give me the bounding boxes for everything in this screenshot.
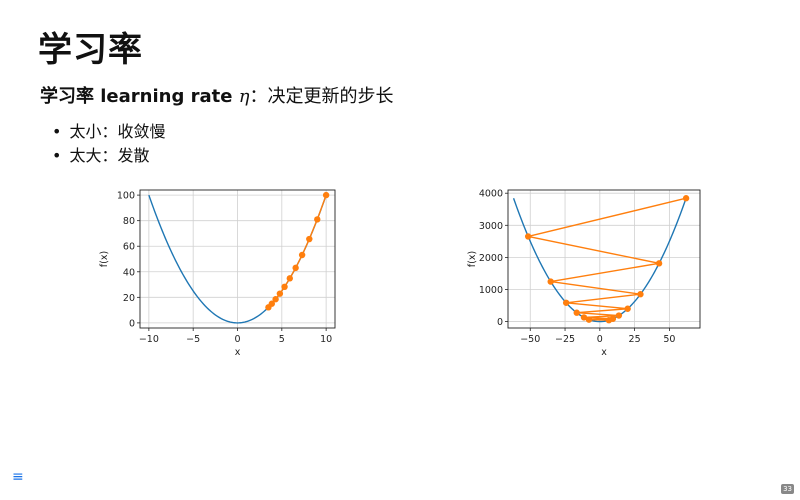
y-tick-label: 20	[123, 293, 135, 304]
step-point	[682, 195, 690, 202]
y-tick-label: 100	[117, 191, 135, 202]
bullet-list: 太小：收敛慢 太大：发散	[52, 120, 165, 168]
y-axis-label: f(x)	[467, 251, 478, 267]
step-point	[615, 312, 623, 319]
step-point	[298, 251, 306, 259]
step-point	[322, 191, 330, 199]
x-axis-label: x	[235, 347, 241, 358]
step-point	[314, 216, 321, 223]
bullet-item: 太小：收敛慢	[52, 120, 165, 144]
y-tick-label: 80	[123, 216, 135, 227]
gradient-step-path	[267, 194, 327, 308]
slide-subtitle: 学习率 learning rate η：决定更新的步长	[40, 82, 394, 108]
x-tick-label: −10	[139, 334, 159, 345]
hamburger-menu-icon[interactable]: ≡	[12, 469, 24, 485]
eta-symbol: η	[238, 86, 250, 107]
step-point	[585, 316, 593, 323]
x-axis-label: x	[601, 347, 607, 358]
subtitle-bold: 学习率 learning rate	[40, 86, 239, 107]
x-tick-label: 10	[320, 334, 332, 345]
step-point	[605, 317, 613, 324]
step-point	[292, 264, 299, 272]
step-point	[547, 278, 554, 285]
function-curve	[512, 197, 687, 323]
slide-title: 学习率	[38, 30, 143, 70]
step-point	[562, 299, 570, 306]
x-tick-label: −25	[555, 334, 575, 345]
step-point	[524, 233, 532, 240]
step-point	[286, 275, 293, 282]
y-tick-label: 40	[123, 267, 135, 278]
step-point	[637, 291, 644, 298]
subtitle-rest: ：决定更新的步长	[249, 86, 394, 107]
y-tick-label: 2000	[479, 253, 503, 264]
step-point	[580, 314, 588, 321]
step-point	[655, 260, 663, 267]
gradient-step-path	[528, 197, 687, 321]
x-tick-label: 0	[597, 334, 603, 345]
y-tick-label: 4000	[479, 189, 503, 200]
step-point	[573, 309, 580, 316]
y-tick-label: 3000	[479, 221, 503, 232]
bullet-item: 太大：发散	[52, 144, 165, 168]
plot-frame	[507, 189, 701, 329]
chart-large-learning-rate: −50 −25 0 25 50 0 1000 2000 3000 4000 x f(x)	[467, 189, 701, 358]
step-point	[272, 296, 279, 303]
x-tick-label: 0	[234, 334, 240, 345]
y-tick-label: 0	[129, 318, 135, 329]
x-tick-label: 25	[629, 334, 641, 345]
x-tick-label: 50	[663, 334, 675, 345]
y-axis-label: f(x)	[99, 251, 110, 267]
x-tick-label: −5	[186, 334, 200, 345]
step-point	[281, 283, 288, 291]
x-tick-label: −50	[520, 334, 540, 345]
step-point	[306, 235, 313, 243]
step-point	[265, 304, 272, 311]
x-tick-label: 5	[279, 334, 285, 345]
page-number: 33	[781, 484, 794, 494]
y-tick-label: 1000	[479, 285, 503, 296]
step-point	[276, 290, 284, 297]
y-tick-label: 0	[497, 317, 503, 328]
step-point	[624, 305, 631, 312]
y-tick-label: 60	[123, 242, 135, 253]
